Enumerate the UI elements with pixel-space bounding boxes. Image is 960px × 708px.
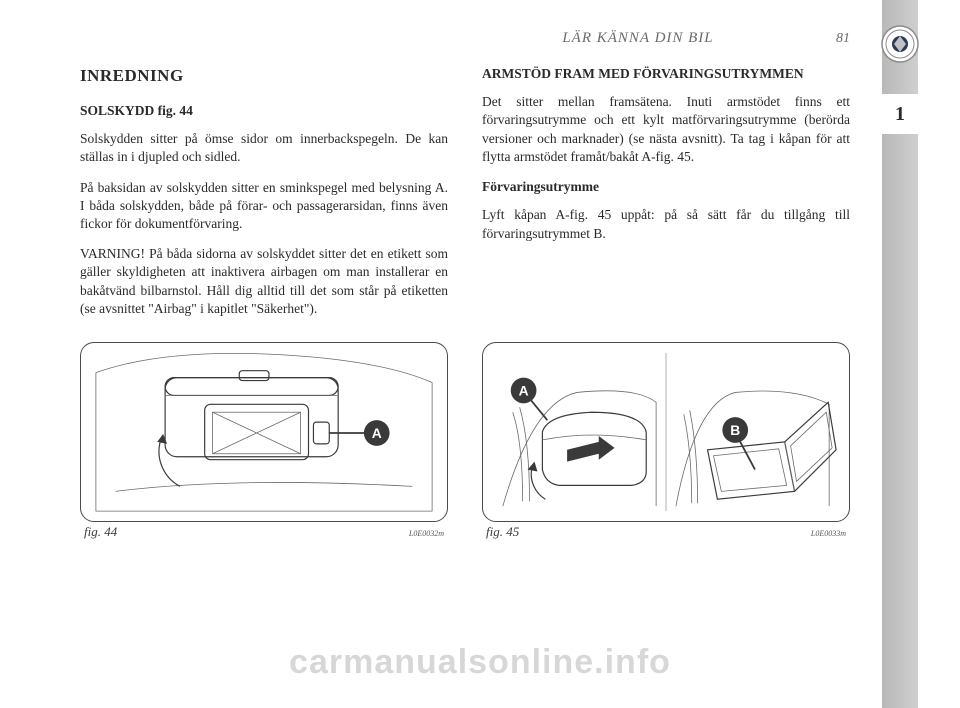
- figure-44-svg: A: [81, 343, 447, 521]
- left-p1: Solskydden sitter på ömse sidor om inner…: [80, 130, 448, 166]
- figures-row: A fig. 44 L0E0032m: [80, 342, 850, 540]
- fig45-code: L0E0033m: [811, 529, 846, 538]
- right-subheading: Förvaringsutrymme: [482, 178, 850, 196]
- right-p2: Lyft kåpan A-fig. 45 uppåt: på så sätt f…: [482, 206, 850, 242]
- chapter-tab: 1: [882, 94, 918, 134]
- figure-44-frame: A: [80, 342, 448, 522]
- fig44-callout-a: A: [372, 425, 382, 441]
- left-heading: INREDNING: [80, 65, 448, 88]
- figure-45-frame: A: [482, 342, 850, 522]
- left-p3: VARNING! På båda sidorna av solskyddet s…: [80, 245, 448, 318]
- figure-45-svg: A: [483, 343, 849, 521]
- fig44-caption: fig. 44: [84, 524, 117, 540]
- figure-44-block: A fig. 44 L0E0032m: [80, 342, 448, 540]
- fig45-callout-b: B: [730, 422, 740, 438]
- chapter-title: LÄR KÄNNA DIN BIL: [80, 30, 836, 47]
- figure-45-block: A: [482, 342, 850, 540]
- left-column: INREDNING SOLSKYDD fig. 44 Solskydden si…: [80, 65, 448, 330]
- left-subheading: SOLSKYDD fig. 44: [80, 102, 448, 120]
- fig45-caption: fig. 45: [486, 524, 519, 540]
- page-header: LÄR KÄNNA DIN BIL 81: [80, 30, 850, 47]
- manual-page: 1 LÄR KÄNNA DIN BIL 81 INREDNING SOLSKYD…: [0, 0, 960, 708]
- right-p1: Det sitter mellan framsätena. Inuti arms…: [482, 93, 850, 166]
- right-heading: ARMSTÖD FRAM MED FÖRVARINGSUTRYMMEN: [482, 65, 850, 83]
- chapter-number: 1: [895, 103, 905, 126]
- page-number: 81: [836, 31, 850, 47]
- right-column: ARMSTÖD FRAM MED FÖRVARINGSUTRYMMEN Det …: [482, 65, 850, 330]
- watermark: carmanualsonline.info: [0, 643, 960, 682]
- left-p2: På baksidan av solskydden sitter en smin…: [80, 179, 448, 234]
- brand-logo: [880, 24, 920, 64]
- fig44-code: L0E0032m: [409, 529, 444, 538]
- content-columns: INREDNING SOLSKYDD fig. 44 Solskydden si…: [80, 65, 850, 330]
- fig45-callout-a: A: [519, 383, 529, 399]
